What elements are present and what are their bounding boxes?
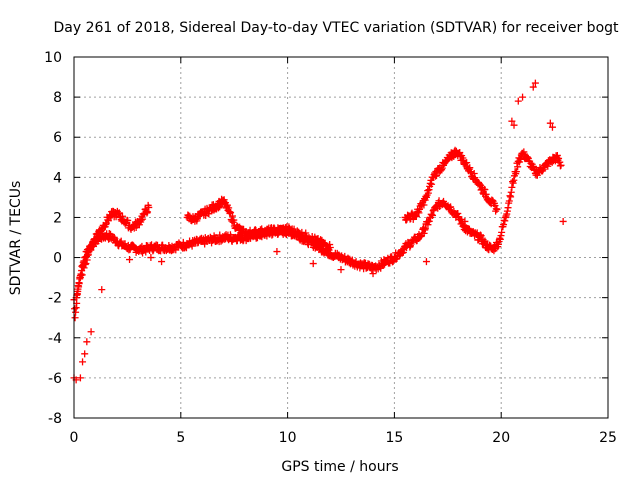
y-tick-label: 4 — [53, 170, 62, 186]
data-point-marker — [481, 186, 489, 194]
data-point-marker — [147, 254, 155, 262]
data-point-marker — [98, 286, 106, 294]
data-point-marker — [529, 83, 537, 91]
grid-lines — [74, 57, 608, 418]
data-point-marker — [453, 210, 461, 218]
data-point-marker — [387, 253, 395, 261]
data-point-marker — [225, 208, 233, 216]
data-point-marker — [424, 221, 432, 229]
data-point-marker — [309, 260, 317, 268]
tick-labels: 0 5 10 15 20 25 -8 -6 -4 -2 0 2 4 6 8 10 — [44, 50, 617, 446]
x-tick-label: 5 — [176, 430, 185, 446]
data-point-marker — [494, 240, 502, 248]
data-point-marker — [227, 208, 235, 216]
data-point-marker — [126, 256, 134, 264]
data-point-marker — [475, 180, 483, 188]
data-point-marker — [461, 217, 469, 225]
x-tick-label: 15 — [385, 430, 403, 446]
data-point-marker — [84, 251, 92, 259]
data-point-marker — [429, 211, 437, 219]
data-point-marker — [75, 280, 83, 288]
data-point-marker — [92, 236, 100, 244]
data-point-marker — [130, 243, 138, 251]
data-point-marker — [71, 305, 79, 313]
data-point-marker — [556, 162, 564, 170]
y-tick-label: 6 — [53, 130, 62, 146]
x-tick-label: 25 — [599, 430, 617, 446]
data-point-marker — [492, 205, 500, 213]
data-point-marker — [83, 338, 91, 346]
data-point-marker — [144, 201, 152, 209]
x-tick-label: 20 — [492, 430, 510, 446]
x-axis-label: GPS time / hours — [281, 459, 398, 475]
y-tick-label: -6 — [48, 371, 62, 387]
y-tick-label: -8 — [48, 411, 62, 427]
data-point-marker — [531, 79, 539, 87]
data-point-marker — [326, 241, 334, 249]
data-point-marker — [501, 217, 509, 225]
data-point-marker — [76, 374, 84, 382]
data-point-marker — [228, 238, 236, 246]
data-point-marker — [82, 260, 90, 268]
data-point-marker — [548, 123, 556, 131]
data-point-marker — [546, 119, 554, 127]
data-point-marker — [507, 188, 515, 196]
y-tick-label: 0 — [53, 251, 62, 267]
data-point-marker — [512, 168, 520, 176]
data-point-marker — [72, 308, 80, 316]
data-point-marker — [80, 264, 88, 272]
data-point-marker — [510, 121, 518, 129]
data-point-marker — [420, 201, 428, 209]
data-point-marker — [144, 208, 152, 216]
y-tick-label: 10 — [44, 50, 62, 66]
x-tick-label: 10 — [279, 430, 297, 446]
data-point-marker — [482, 244, 490, 252]
data-point-marker — [477, 232, 485, 240]
y-tick-label: -4 — [48, 331, 62, 347]
data-point-marker — [230, 216, 238, 224]
data-point-marker — [508, 117, 516, 125]
data-point-marker — [149, 247, 157, 255]
data-point-marker — [81, 350, 89, 358]
data-point-marker — [514, 97, 522, 105]
data-point-marker — [422, 258, 430, 266]
data-point-marker — [425, 217, 433, 225]
data-point-marker — [559, 217, 567, 225]
data-point-marker — [126, 245, 134, 253]
data-point-marker — [337, 266, 345, 274]
y-tick-label: 2 — [53, 210, 62, 226]
data-point-marker — [539, 167, 547, 175]
y-tick-label: 8 — [53, 90, 62, 106]
data-point-marker — [454, 209, 462, 217]
plot-frame — [73, 56, 609, 419]
data-point-marker — [447, 203, 455, 211]
data-point-marker — [158, 258, 166, 266]
data-point-marker — [78, 271, 86, 279]
data-point-marker — [369, 270, 377, 278]
data-points — [70, 79, 567, 384]
data-point-marker — [514, 163, 522, 171]
data-point-marker — [118, 212, 126, 220]
data-point-marker — [87, 328, 95, 336]
data-point-marker — [539, 165, 547, 173]
data-point-marker — [406, 243, 414, 251]
x-tick-label: 0 — [70, 430, 79, 446]
data-point-marker — [428, 180, 436, 188]
y-tick-label: -2 — [48, 291, 62, 307]
data-point-marker — [520, 148, 528, 156]
data-point-marker — [79, 358, 87, 366]
data-point-marker — [124, 217, 132, 225]
data-point-marker — [463, 159, 471, 167]
data-point-marker — [273, 248, 281, 256]
data-point-marker — [519, 93, 527, 101]
chart-title: Day 261 of 2018, Sidereal Day-to-day VTE… — [53, 20, 619, 36]
y-axis-label: SDTVAR / TECUs — [8, 181, 24, 296]
data-point-marker — [228, 212, 236, 220]
